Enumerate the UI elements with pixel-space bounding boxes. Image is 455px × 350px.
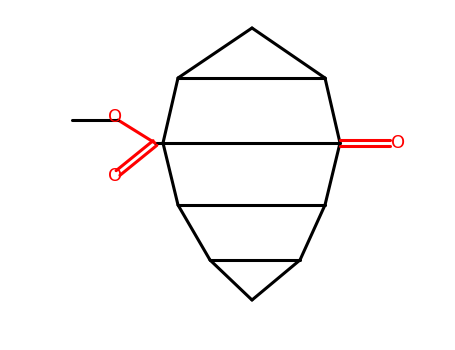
Text: O: O xyxy=(108,167,122,185)
Text: O: O xyxy=(108,108,122,126)
Text: O: O xyxy=(391,134,405,152)
